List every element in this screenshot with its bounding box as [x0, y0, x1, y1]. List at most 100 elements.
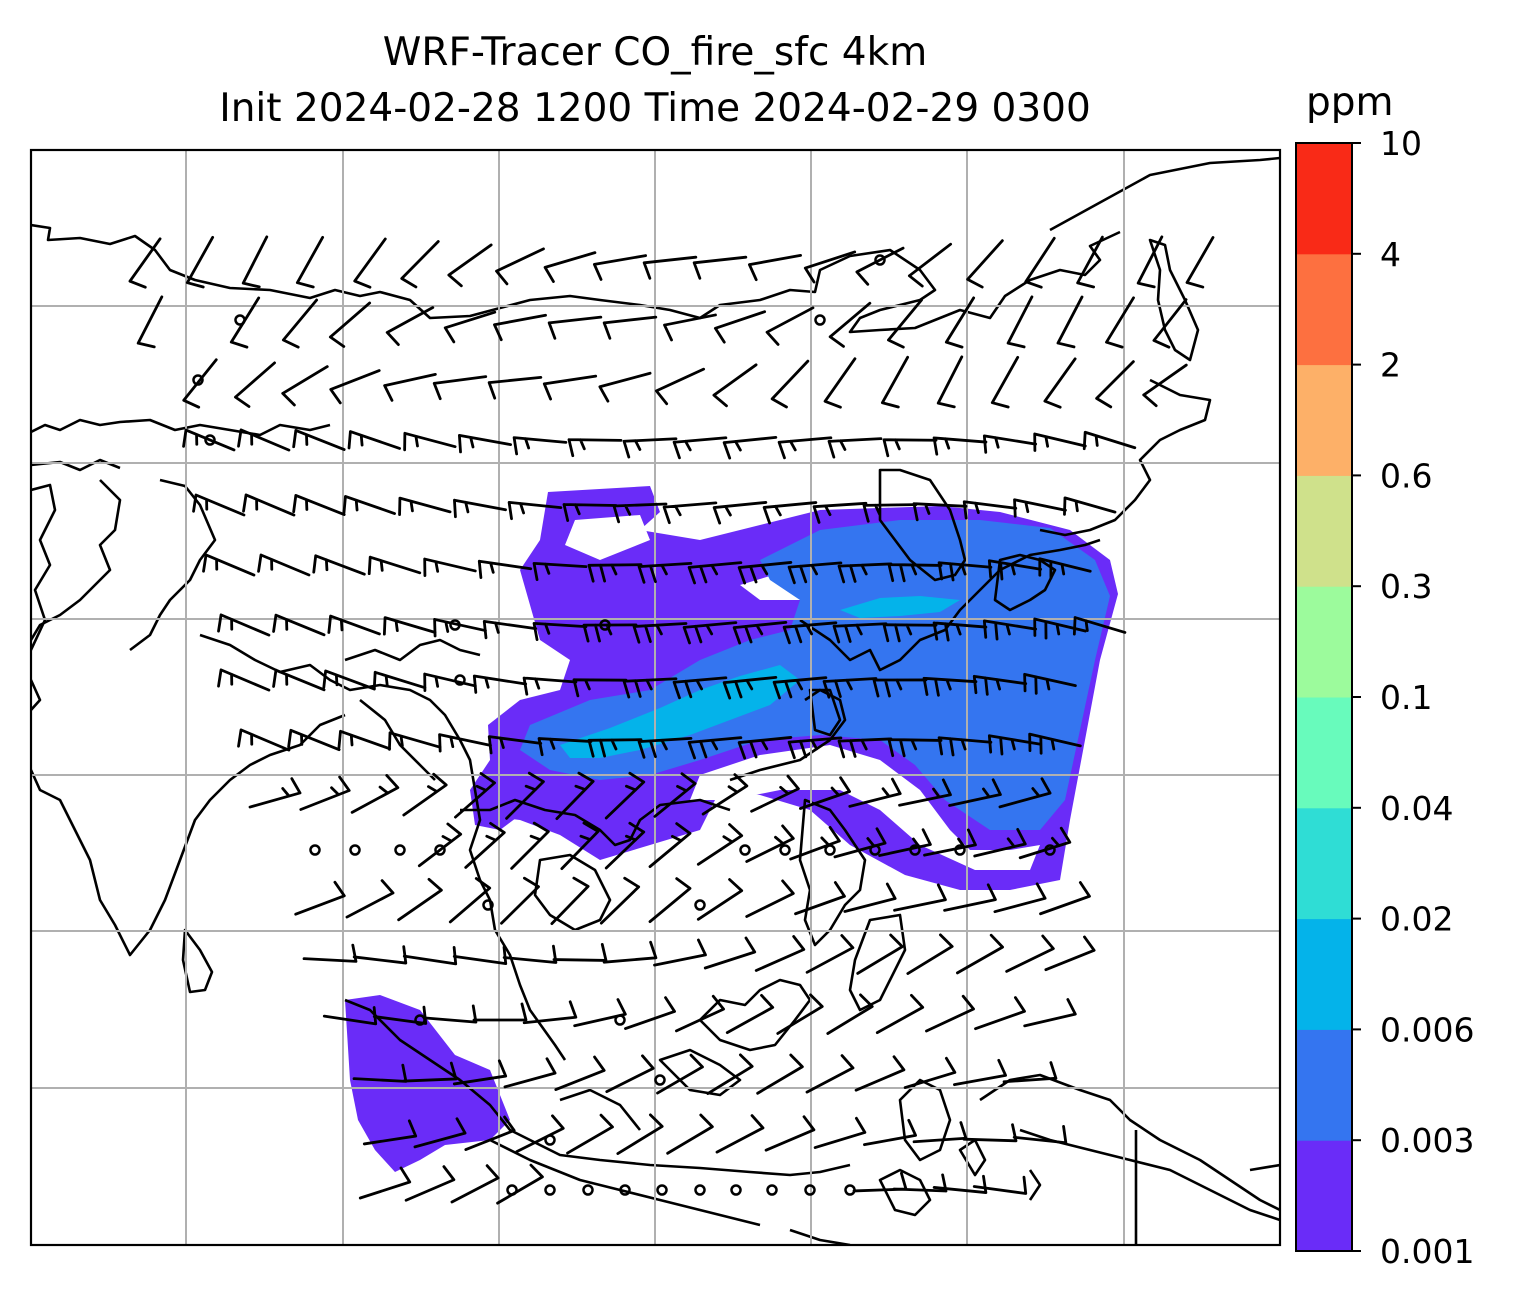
wind-barb-shape	[487, 735, 543, 755]
wind-barb	[826, 993, 874, 1035]
calm-circle	[656, 1184, 668, 1196]
wind-barb	[542, 374, 598, 401]
wind-barb	[1185, 236, 1215, 289]
wind-barb-shape	[398, 496, 452, 517]
wind-barb	[566, 1113, 614, 1155]
wind-barb-shape	[554, 1055, 606, 1091]
colorbar-tick-label: 0.02	[1380, 900, 1453, 939]
colorbar-segment	[1296, 1029, 1352, 1141]
wind-barb-shape	[241, 235, 269, 289]
wind-barb-shape	[855, 246, 905, 286]
wind-barb	[772, 676, 828, 700]
wind-barb-shape	[532, 561, 588, 581]
wind-barb	[367, 555, 422, 576]
map-title-line1: WRF-Tracer CO_fire_sfc 4km	[382, 30, 928, 75]
wind-barb	[532, 561, 588, 581]
wind-barb	[281, 298, 319, 349]
wind-barb	[329, 369, 381, 405]
wind-barb-shape	[701, 773, 749, 816]
wind-barb	[675, 994, 725, 1033]
wind-barb	[787, 561, 843, 585]
wind-barb	[605, 1054, 655, 1094]
wind-barb-shape	[464, 821, 506, 869]
wind-barb-shape	[837, 737, 893, 759]
wind-barb	[682, 621, 738, 645]
wind-barb	[648, 822, 692, 869]
wind-barb-shape	[813, 1116, 867, 1149]
wind-barb	[972, 674, 1028, 696]
gridlines	[31, 150, 1280, 1245]
wind-barb	[382, 616, 437, 636]
wind-barb	[882, 623, 938, 643]
wind-barb-shape	[982, 619, 1038, 641]
wind-barb-shape	[592, 254, 648, 281]
wind-barb-shape	[675, 994, 725, 1033]
calm-circle	[234, 314, 246, 326]
wind-barb-shape	[856, 933, 904, 975]
calm-circle	[599, 619, 611, 631]
wind-barb-shape	[906, 933, 954, 975]
wind-barb-shape	[372, 670, 427, 691]
wind-barb-shape	[572, 678, 628, 698]
wind-barb-shape	[510, 821, 550, 870]
wind-barb	[592, 254, 648, 281]
wind-barb-shape	[423, 672, 477, 692]
calm-circle	[824, 844, 836, 856]
calm-circle	[1044, 844, 1056, 856]
wind-barb-shape	[612, 502, 668, 524]
wind-barb-shape	[515, 1114, 565, 1154]
wind-barb-shape	[794, 881, 846, 916]
wind-barb-shape	[974, 996, 1026, 1031]
wind-barb	[832, 622, 888, 644]
wind-barb	[756, 1053, 804, 1095]
wind-barb-shape	[299, 775, 351, 811]
wind-barb-shape	[722, 676, 778, 700]
wind-barb	[358, 1166, 412, 1200]
wind-barb	[452, 1059, 508, 1086]
wind-barb-shape	[337, 729, 391, 751]
wind-barb	[292, 494, 346, 516]
wind-barb	[696, 823, 744, 866]
wind-barb-shape	[604, 771, 646, 820]
wind-barb-shape	[417, 822, 463, 868]
wind-barb-shape	[616, 1113, 664, 1155]
wind-barb-shape	[903, 1056, 957, 1089]
wind-barb-shape	[312, 554, 366, 576]
wind-barb-shape	[587, 563, 643, 583]
wind-barb-shape	[770, 359, 810, 409]
wind-barb	[893, 883, 947, 912]
calm-circle	[544, 1134, 556, 1146]
wind-barb	[493, 313, 547, 342]
wind-barb-shape	[1002, 1061, 1058, 1084]
wind-barb-shape	[542, 374, 598, 401]
wind-barb-shape	[893, 883, 947, 912]
wind-barb-shape	[765, 306, 815, 346]
wind-barb	[1136, 235, 1164, 289]
wind-barb-shape	[925, 994, 975, 1033]
wind-barb	[827, 437, 883, 459]
wind-barb-shape	[637, 561, 693, 584]
wind-barb	[403, 431, 457, 452]
wind-barb	[805, 934, 855, 974]
wind-barb-shape	[342, 495, 396, 515]
wind-barb-shape	[1013, 498, 1067, 518]
wind-barb	[887, 298, 923, 349]
wind-barb	[794, 881, 846, 916]
wind-barb	[925, 994, 975, 1033]
wind-barb	[602, 315, 658, 340]
wind-barb-shape	[547, 315, 603, 340]
wind-barb-shape	[423, 557, 477, 577]
wind-barb-shape	[493, 313, 547, 342]
wind-barb	[762, 501, 818, 525]
wind-barb	[294, 880, 346, 916]
wind-barb-shape	[587, 738, 643, 758]
wind-barb	[666, 1113, 714, 1155]
wind-barb-shape	[522, 1000, 578, 1025]
wind-barb-shape	[912, 502, 968, 522]
wind-barb	[512, 436, 568, 456]
wind-barb-shape	[826, 993, 874, 1035]
wind-barb-shape	[237, 728, 291, 752]
colorbar-segment	[1296, 807, 1352, 920]
wind-barb-shape	[722, 436, 778, 460]
colorbar-tick-label: 0.006	[1380, 1010, 1474, 1049]
